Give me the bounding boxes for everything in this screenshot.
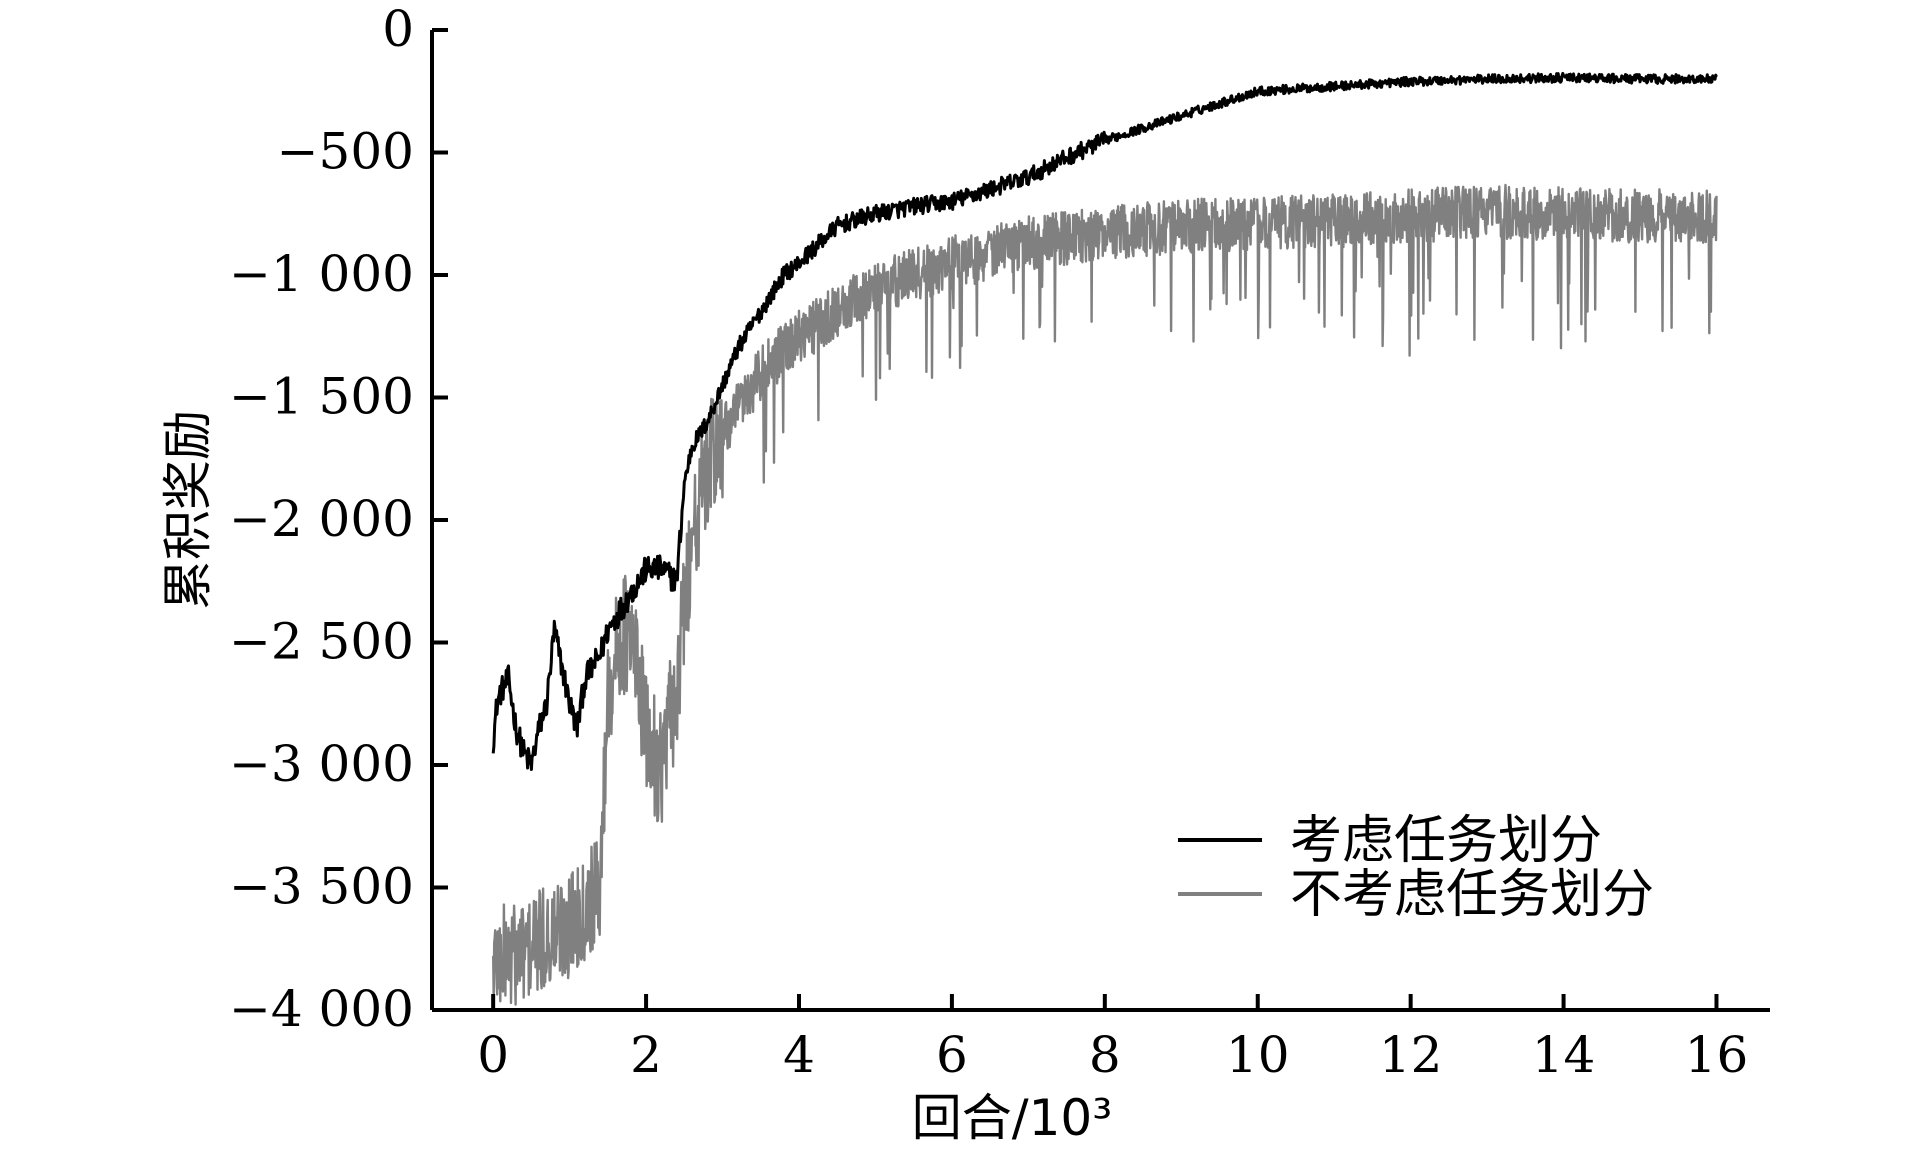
y-tick-label: 0 xyxy=(382,0,414,58)
legend: 考虑任务划分 不考虑任务划分 xyxy=(1178,811,1654,925)
x-ticks: 0 2 4 6 8 10 12 14 16 xyxy=(477,994,1748,1084)
y-tick-label: −1 000 xyxy=(229,245,414,303)
x-tick-label: 14 xyxy=(1532,1026,1596,1084)
y-tick-label: −3 500 xyxy=(229,858,414,916)
series-line-no-task-division xyxy=(492,183,1718,1006)
y-tick-label: −1 500 xyxy=(229,368,414,426)
legend-label-series-1: 考虑任务划分 xyxy=(1290,811,1602,871)
series-layer xyxy=(491,71,1718,1006)
legend-label-series-2: 不考虑任务划分 xyxy=(1290,865,1654,925)
x-tick-label: 4 xyxy=(783,1026,815,1084)
x-tick-label: 2 xyxy=(630,1026,662,1084)
x-tick-label: 0 xyxy=(477,1026,509,1084)
y-tick-label: −2 000 xyxy=(229,490,414,548)
x-tick-label: 12 xyxy=(1379,1026,1443,1084)
y-ticks: 0 −500 −1 000 −1 500 −2 000 −2 500 −3 000 −3 50… xyxy=(229,0,448,1038)
y-tick-label: −3 000 xyxy=(229,735,414,793)
y-tick-label: −500 xyxy=(277,123,414,181)
x-tick-label: 8 xyxy=(1089,1026,1121,1084)
y-tick-label: −2 500 xyxy=(229,613,414,671)
series-line-task-division xyxy=(491,71,1718,771)
y-axis-title: 累积奖励 xyxy=(159,410,217,610)
x-tick-label: 6 xyxy=(936,1026,968,1084)
x-axis-title: 回合/10³ xyxy=(912,1089,1113,1147)
y-tick-label: −4 000 xyxy=(229,980,414,1038)
x-tick-label: 10 xyxy=(1226,1026,1290,1084)
x-tick-label: 16 xyxy=(1685,1026,1749,1084)
